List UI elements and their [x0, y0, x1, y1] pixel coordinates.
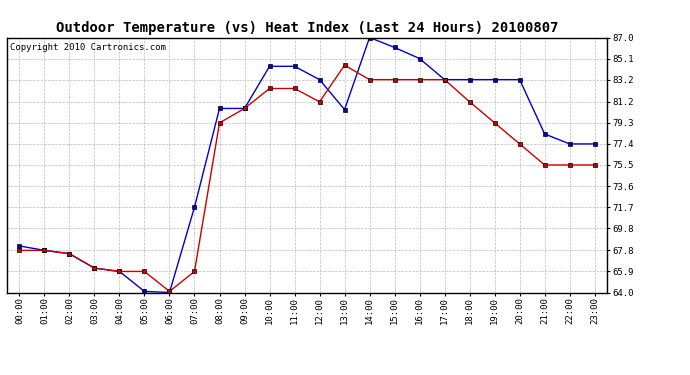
- Text: Copyright 2010 Cartronics.com: Copyright 2010 Cartronics.com: [10, 43, 166, 52]
- Title: Outdoor Temperature (vs) Heat Index (Last 24 Hours) 20100807: Outdoor Temperature (vs) Heat Index (Las…: [56, 21, 558, 35]
